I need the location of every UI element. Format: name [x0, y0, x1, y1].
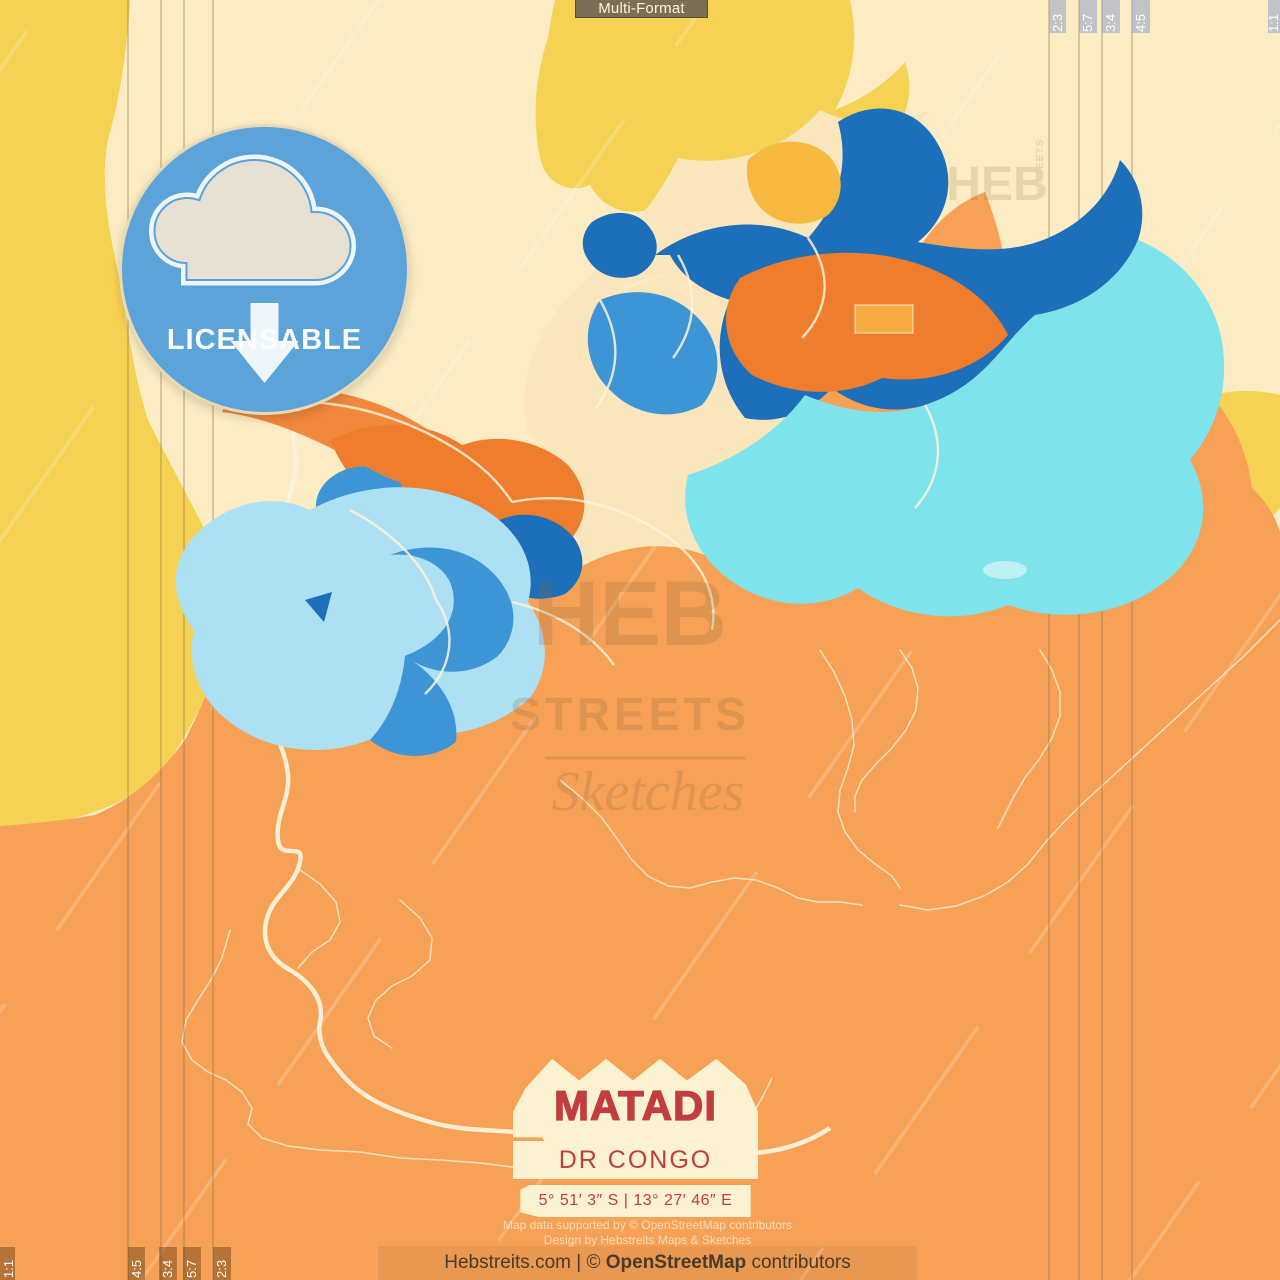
svg-text:2:3: 2:3 [214, 1260, 229, 1278]
svg-text:4:5: 4:5 [129, 1260, 144, 1278]
svg-text:HEB: HEB [533, 563, 727, 665]
svg-text:3:4: 3:4 [1103, 14, 1118, 32]
svg-text:1:1: 1:1 [1, 1260, 16, 1278]
svg-text:1:1: 1:1 [1266, 14, 1280, 32]
svg-text:3:4: 3:4 [160, 1260, 175, 1278]
svg-text:STREETS: STREETS [1035, 139, 1046, 192]
svg-text:HEB: HEB [946, 158, 1047, 211]
svg-text:Sketches: Sketches [552, 761, 745, 823]
svg-text:2:3: 2:3 [1050, 14, 1065, 32]
svg-text:STREETS: STREETS [510, 688, 750, 740]
svg-text:5:7: 5:7 [1080, 14, 1095, 32]
svg-text:5:7: 5:7 [184, 1260, 199, 1278]
svg-text:4:5: 4:5 [1133, 14, 1148, 32]
